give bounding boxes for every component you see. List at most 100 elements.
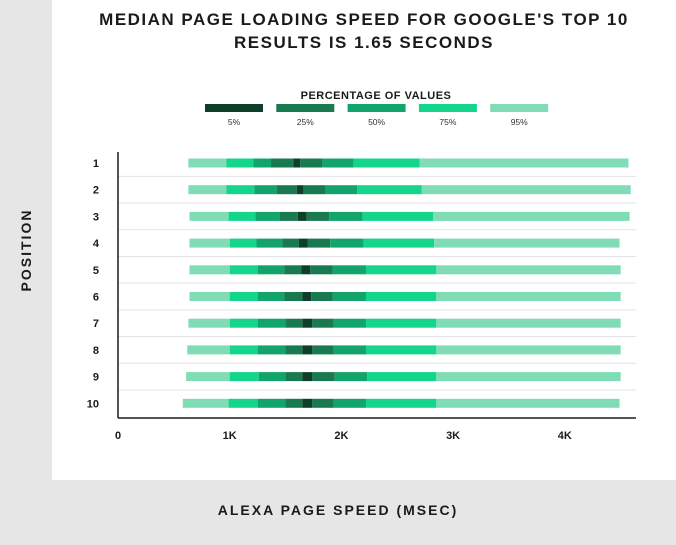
bar-segment [363,238,435,248]
bar-segment [365,265,437,275]
bar-segment [302,318,313,328]
bar-segment [285,398,303,408]
legend-swatch [276,104,335,112]
legend-swatch [347,104,406,112]
bar-segment [365,345,437,355]
y-tick-label: 3 [93,211,99,223]
bar-segment [189,265,230,275]
x-tick-label: 0 [115,430,121,442]
bar-segment [300,158,323,168]
chart-title: MEDIAN PAGE LOADING SPEED FOR GOOGLE'S T… [52,8,676,54]
bottom-band [0,480,676,545]
bar-segment [229,372,259,382]
y-tick-label: 10 [87,398,99,410]
bar-segment [285,318,303,328]
bar-segment [357,185,422,195]
bar-segment [312,318,334,328]
bar-segment [436,265,621,275]
bar-segment [310,265,333,275]
bar-segment [312,372,335,382]
bar-segment [311,292,333,301]
bar-segment [296,185,304,195]
bar-segment [332,292,366,301]
bar-segment [302,292,312,301]
bar-segment [436,372,621,382]
legend-swatch [418,104,477,112]
bar-segment [432,211,630,221]
chart-title-line-2: RESULTS IS 1.65 SECONDS [234,33,494,52]
bar-segment [254,185,277,195]
x-tick-label: 2K [334,430,348,442]
x-axis-label: ALEXA PAGE SPEED (MSEC) [217,502,459,518]
bar-segment [333,398,366,408]
bar-segment [276,185,297,195]
bar-segment [228,398,258,408]
bar-segment [302,398,313,408]
bar-segment [333,345,366,355]
axes: 0 1K 2K 3K 4K [115,152,636,442]
bar-segment [284,265,302,275]
bar-segment [271,158,294,168]
bar-segment [258,372,286,382]
legend-swatch [205,104,263,112]
bar-segment [189,238,230,248]
bar-segment [182,398,229,408]
bar-segment [329,211,363,221]
bar-segment [187,345,230,355]
y-tick-label: 9 [93,372,99,384]
bar-segment [298,238,308,248]
legend-label: 95% [511,117,528,127]
bar-segment [312,345,334,355]
bar-segment [365,398,437,408]
y-tick-label: 2 [93,185,99,197]
bar-segment [257,292,285,301]
y-tick-label: 8 [93,345,99,357]
y-tick-label: 1 [93,158,99,170]
bar-segment [365,292,437,301]
bar-segment [297,211,307,221]
bar-segment [257,318,286,328]
y-tick-label: 6 [93,292,99,304]
bar-segment [188,158,227,168]
bar-segment [334,372,368,382]
bar-segment [303,185,326,195]
bar-segment [421,185,631,195]
bar-segment [229,265,258,275]
bar-segment [189,211,229,221]
bar-segment [301,265,311,275]
legend-label: 25% [297,117,314,127]
x-tick-label: 1K [223,430,237,442]
legend-label: 75% [439,117,456,127]
bar-segment [229,238,257,248]
bar-segment [257,398,286,408]
bar-segment [285,372,303,382]
bar-segment [332,265,366,275]
x-tick-label: 3K [446,430,460,442]
bar-segment [279,211,298,221]
bar-segment [333,318,366,328]
bar-segment [436,292,621,301]
bar-segment [257,345,286,355]
bar-segment [228,211,256,221]
left-side-band [0,0,52,545]
bar-segment [226,158,254,168]
bar-segment [330,238,364,248]
bar-segment [229,318,258,328]
bar-segment [189,292,230,301]
x-tick-label: 4K [558,430,572,442]
bar-segment [436,398,620,408]
legend-label: 50% [368,117,385,127]
bar-segment [186,372,230,382]
chart-canvas: PERCENTAGE OF VALUES 5% 25% 50% 75% 95% 1 2 3 4… [87,90,636,442]
legend-label: 5% [228,117,241,127]
bar-segment [436,345,621,355]
bar-segment [284,292,303,301]
bar-segment [302,345,313,355]
y-tick-label: 7 [93,318,99,330]
bar-segment [325,185,358,195]
bar-segment [229,292,258,301]
bar-segment [256,238,283,248]
bar-segment [188,318,230,328]
bar-segment [436,318,621,328]
bar-segment [257,265,285,275]
